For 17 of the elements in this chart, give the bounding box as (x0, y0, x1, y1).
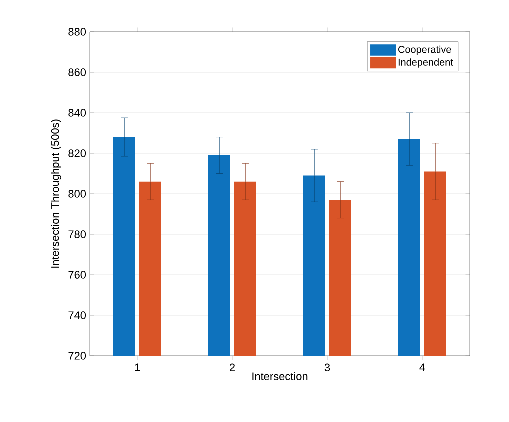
y-tick-label: 800 (68, 190, 86, 198)
y-tick-label: 740 (68, 312, 86, 320)
y-tick-label: 880 (68, 28, 86, 36)
y-axis-title: Intersection Throughput (500s) (51, 120, 62, 268)
y-tick-label: 760 (68, 271, 86, 279)
y-tick-label: 720 (68, 352, 86, 360)
x-tick-label: 3 (324, 364, 330, 372)
x-tick-label: 2 (230, 364, 235, 372)
y-tick-label: 780 (68, 230, 86, 238)
y-tick-label: 860 (68, 68, 86, 76)
legend-label: Cooperative (398, 46, 452, 56)
x-axis-title: Intersection (252, 372, 308, 380)
legend-label: Independent (398, 58, 454, 68)
x-tick-label: 1 (135, 364, 140, 372)
y-tick-label: 820 (68, 150, 86, 158)
x-tick-label: 4 (420, 364, 426, 372)
y-tick-label: 840 (68, 109, 86, 117)
